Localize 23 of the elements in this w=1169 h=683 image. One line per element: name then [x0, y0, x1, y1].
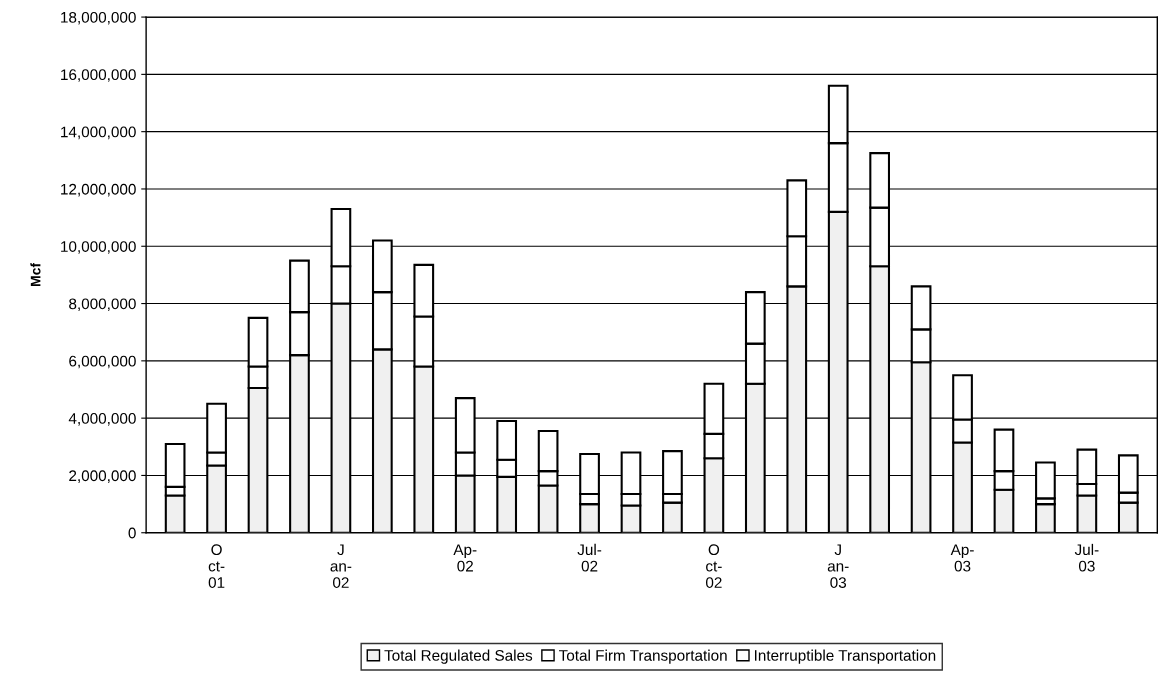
bar	[1035, 503, 1056, 533]
y-tick-label: 0	[128, 527, 136, 539]
legend-label: Total Firm Transportation	[559, 649, 727, 664]
y-tick-label: 16,000,000	[61, 69, 136, 82]
y-tick-label: 4,000,000	[68, 413, 136, 426]
y-axis-title: Mcf	[30, 262, 41, 286]
x-tick-label: O ct- 02	[705, 544, 722, 588]
x-tick-label: Jul- 02	[577, 543, 602, 572]
x-tick-label: Jul- 03	[1074, 543, 1099, 572]
y-tick-label: 6,000,000	[69, 355, 136, 369]
legend-label: Interruptible Transportation	[755, 649, 936, 664]
y-tick-label: 14,000,000	[61, 126, 136, 140]
x-tick-label: Ap- 03	[950, 544, 974, 572]
y-tick-label: 8,000,000	[69, 298, 136, 312]
y-tick-label: 18,000,000	[61, 11, 136, 25]
legend-label: Total Regulated Sales	[384, 649, 533, 664]
x-tick-label: J an- 03	[827, 544, 849, 588]
y-tick-label: 10,000,000	[61, 241, 136, 254]
x-tick-label: Ap- 02	[453, 544, 477, 572]
y-tick-label: 12,000,000	[61, 183, 136, 197]
y-tick-label: 2,000,000	[69, 470, 136, 483]
x-tick-label: O ct- 01	[208, 544, 225, 588]
x-tick-label: J an- 02	[330, 544, 352, 588]
